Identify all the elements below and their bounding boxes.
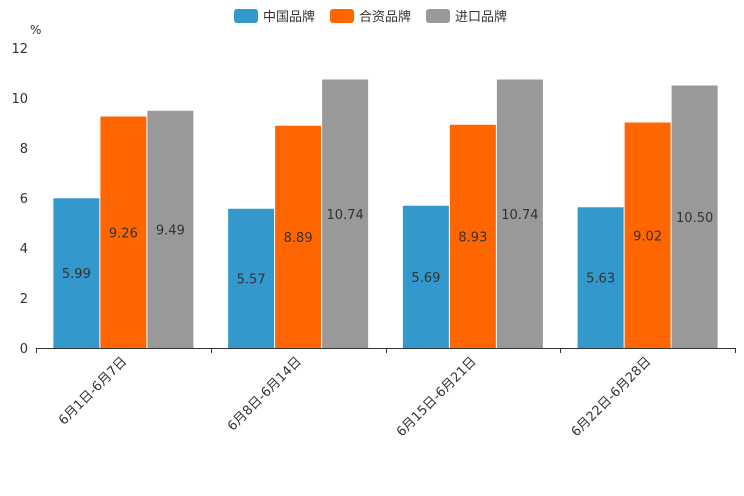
bar	[100, 116, 147, 348]
bar-value-label: 5.69	[411, 271, 440, 286]
legend-label: 进口品牌	[455, 9, 507, 25]
legend-swatch	[426, 9, 450, 23]
bar	[147, 110, 194, 348]
y-tick-label: 12	[11, 42, 28, 57]
bar-value-label: 10.74	[501, 208, 538, 223]
y-axis: 0 2 4 6 8 10 12	[11, 42, 28, 357]
y-tick-label: 2	[20, 292, 28, 307]
legend-label: 中国品牌	[263, 9, 315, 25]
bar	[275, 125, 322, 348]
x-axis: 6月1日-6月7日 6月8日-6月14日 6月15日-6月21日 6月22日-6月28…	[36, 348, 736, 440]
legend-swatch	[330, 9, 354, 23]
bar	[449, 124, 496, 348]
bar	[228, 208, 275, 348]
bar	[496, 79, 543, 348]
legend-label: 合资品牌	[359, 9, 411, 25]
bar-value-label: 5.99	[62, 267, 91, 282]
y-tick-label: 6	[20, 192, 28, 207]
data-labels: 5.99 9.26 9.49 5.57 8.89 10.74 5.69 8.93 10.74 5.…	[62, 208, 713, 288]
bar	[577, 207, 624, 348]
bar-value-label: 9.49	[156, 223, 185, 238]
legend-swatch	[234, 9, 258, 23]
y-axis-unit-label: %	[30, 23, 41, 37]
bar-series	[53, 79, 718, 348]
x-category-label: 6月1日-6月7日	[56, 354, 130, 428]
x-category-label: 6月15日-6月21日	[394, 354, 480, 440]
bar	[53, 198, 100, 348]
bar-value-label: 10.74	[327, 208, 364, 223]
y-tick-label: 10	[11, 92, 28, 107]
bar-value-label: 10.50	[676, 211, 713, 226]
x-category-label: 6月22日-6月28日	[569, 354, 655, 440]
y-tick-label: 4	[20, 242, 28, 257]
x-category-label: 6月8日-6月14日	[225, 354, 305, 434]
bar	[322, 79, 369, 348]
y-tick-label: 0	[20, 342, 28, 357]
bar-value-label: 8.89	[284, 231, 313, 246]
y-tick-label: 8	[20, 142, 28, 157]
bar-value-label: 5.63	[586, 272, 615, 287]
bar	[402, 205, 449, 348]
legend: 中国品牌 合资品牌 进口品牌	[234, 9, 507, 25]
bar	[671, 85, 718, 348]
bar-value-label: 9.02	[633, 229, 662, 244]
bar	[624, 122, 671, 348]
bar-value-label: 8.93	[458, 230, 487, 245]
bar-value-label: 9.26	[109, 226, 138, 241]
bar-value-label: 5.57	[237, 272, 266, 287]
